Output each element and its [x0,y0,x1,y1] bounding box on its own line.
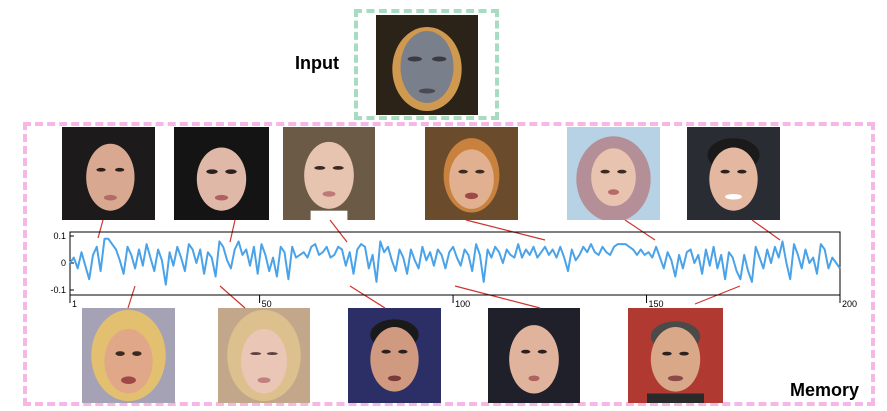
memory-face-top-2 [174,127,269,220]
memory-face-bottom-1 [82,308,175,403]
memory-face-top-3 [283,127,375,220]
memory-face-top-4 [425,127,518,220]
memory-frame [23,122,875,406]
memory-face-bottom-2 [218,308,310,403]
memory-face-bottom-3 [348,308,441,403]
memory-face-top-1 [62,127,155,220]
memory-face-bottom-5 [628,308,723,403]
memory-face-top-6 [687,127,780,220]
input-face-image [376,15,478,115]
memory-label: Memory [790,380,860,400]
memory-face-bottom-4 [488,308,580,403]
memory-face-top-5 [567,127,660,220]
input-label: Input [295,53,339,73]
input-frame [354,9,499,120]
